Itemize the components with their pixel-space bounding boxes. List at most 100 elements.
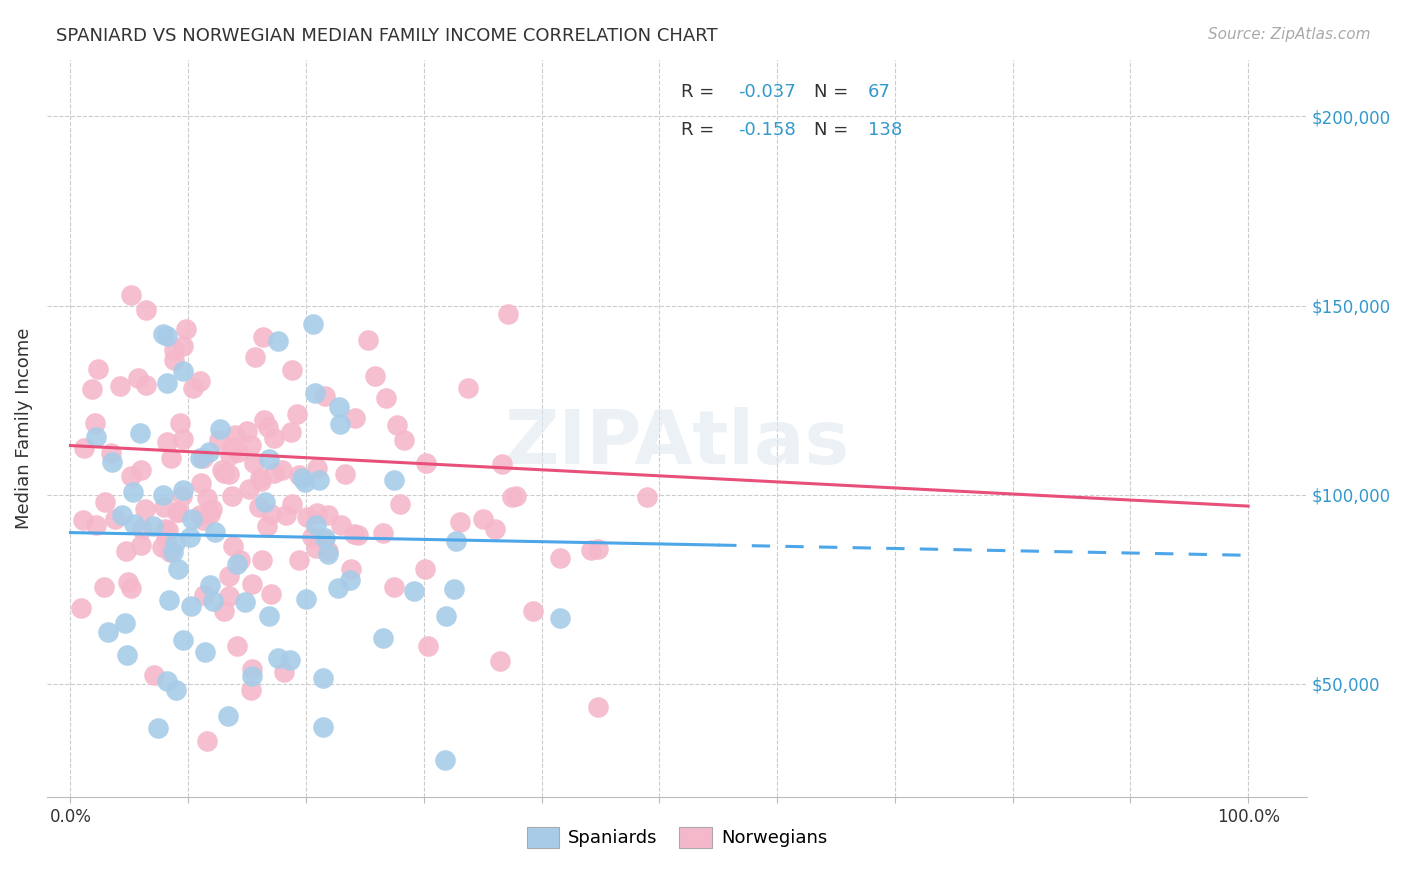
Text: R =: R =	[682, 120, 720, 138]
Point	[208, 433, 231, 447]
Point	[415, 456, 437, 470]
Point	[152, 327, 174, 342]
Point	[235, 424, 257, 438]
Point	[260, 507, 283, 521]
Point	[129, 426, 152, 441]
Point	[155, 328, 177, 343]
Point	[505, 489, 527, 503]
Point	[238, 483, 260, 497]
Point	[167, 562, 190, 576]
Point	[373, 526, 395, 541]
Text: Source: ZipAtlas.com: Source: ZipAtlas.com	[1208, 27, 1371, 42]
Point	[108, 379, 131, 393]
Point	[117, 575, 139, 590]
Point	[335, 467, 357, 481]
Point	[180, 599, 202, 613]
Point	[328, 400, 350, 414]
Point	[305, 517, 328, 532]
Point	[217, 709, 239, 723]
Point	[288, 468, 311, 483]
Point	[120, 469, 142, 483]
Point	[249, 471, 271, 485]
Point	[172, 632, 194, 647]
Point	[157, 593, 180, 607]
Point	[193, 589, 215, 603]
Point	[260, 587, 283, 601]
Point	[155, 531, 177, 545]
Point	[84, 417, 107, 431]
Point	[312, 720, 335, 734]
Point	[242, 576, 264, 591]
Point	[312, 533, 335, 548]
Point	[247, 500, 270, 514]
Point	[159, 545, 181, 559]
Point	[163, 353, 186, 368]
Point	[305, 506, 328, 520]
Text: -0.158: -0.158	[738, 120, 796, 138]
Point	[329, 517, 352, 532]
Point	[84, 430, 107, 444]
Point	[242, 456, 264, 470]
Text: N =: N =	[814, 83, 853, 101]
Point	[218, 589, 240, 603]
Point	[285, 407, 308, 421]
Point	[172, 339, 194, 353]
Point	[122, 516, 145, 531]
Point	[259, 452, 281, 467]
Point	[218, 467, 240, 482]
Point	[263, 466, 285, 480]
Point	[191, 450, 214, 465]
Point	[314, 389, 336, 403]
Point	[314, 532, 336, 546]
Point	[301, 530, 323, 544]
Point	[167, 505, 190, 519]
Point	[155, 522, 177, 536]
Point	[198, 445, 221, 459]
Point	[343, 527, 366, 541]
Point	[135, 378, 157, 392]
Point	[259, 608, 281, 623]
Point	[240, 438, 263, 452]
Point	[522, 604, 544, 618]
Point	[115, 648, 138, 662]
Point	[221, 489, 243, 503]
Point	[146, 722, 169, 736]
Point	[115, 544, 138, 558]
Point	[201, 501, 224, 516]
Point	[225, 557, 247, 571]
Point	[294, 591, 316, 606]
Point	[346, 528, 368, 542]
Point	[416, 639, 439, 653]
Point	[371, 631, 394, 645]
Point	[253, 413, 276, 427]
Point	[169, 417, 191, 431]
Point	[394, 433, 416, 447]
Point	[111, 508, 134, 523]
Point	[202, 593, 225, 607]
Point	[209, 422, 232, 436]
Point	[636, 490, 658, 504]
Point	[586, 699, 609, 714]
Point	[252, 330, 274, 344]
Point	[382, 473, 405, 487]
Point	[204, 525, 226, 540]
Point	[70, 601, 93, 615]
Point	[219, 448, 242, 462]
Point	[278, 652, 301, 666]
Point	[274, 508, 297, 522]
Point	[190, 476, 212, 491]
Text: R =: R =	[682, 83, 720, 101]
Point	[221, 440, 243, 454]
Point	[382, 581, 405, 595]
Point	[271, 463, 294, 477]
Point	[162, 545, 184, 559]
Point	[198, 507, 221, 521]
Point	[434, 753, 457, 767]
Point	[156, 435, 179, 450]
Point	[156, 376, 179, 390]
Point	[311, 671, 333, 685]
Point	[239, 683, 262, 698]
Point	[122, 485, 145, 500]
Point	[229, 553, 252, 567]
Point	[243, 351, 266, 365]
